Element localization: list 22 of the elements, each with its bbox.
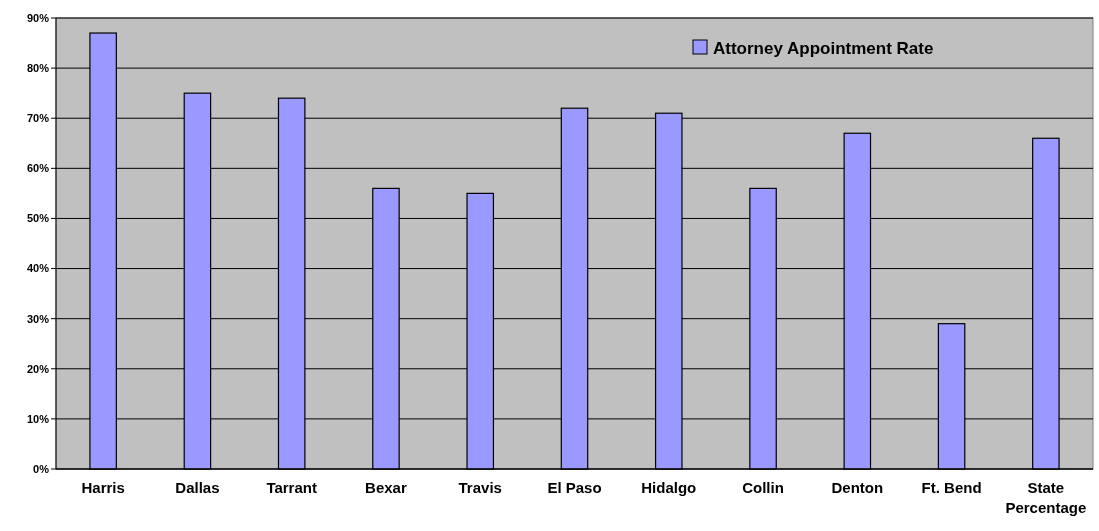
y-tick-label: 80%	[26, 61, 50, 74]
x-tick-label: Dallas	[175, 479, 220, 496]
y-tick-label: 0%	[33, 462, 50, 475]
y-tick-label: 50%	[26, 212, 50, 225]
x-tick-label: Collin	[742, 479, 784, 496]
x-tick-label: Harris	[81, 479, 125, 496]
y-tick-label: 70%	[26, 112, 50, 125]
y-tick-label: 30%	[26, 312, 50, 325]
y-tick-label: 40%	[26, 262, 50, 275]
x-tick-label: Hidalgo	[641, 479, 697, 496]
x-tick-label: El Paso	[547, 479, 602, 496]
y-tick-label: 60%	[26, 162, 50, 175]
x-tick-label: Bexar	[365, 479, 407, 496]
x-tick-label: State Percentage	[1005, 479, 1087, 516]
x-tick-label: Denton	[831, 479, 884, 496]
legend-label: Attorney Appointment Rate	[713, 38, 934, 58]
x-tick-label: Travis	[458, 479, 502, 496]
x-tick-label: Ft. Bend	[921, 479, 982, 496]
y-tick-label: 10%	[26, 412, 50, 425]
y-tick-label: 20%	[26, 362, 50, 375]
y-tick-label: 90%	[26, 11, 50, 24]
x-tick-label: Tarrant	[266, 479, 317, 496]
